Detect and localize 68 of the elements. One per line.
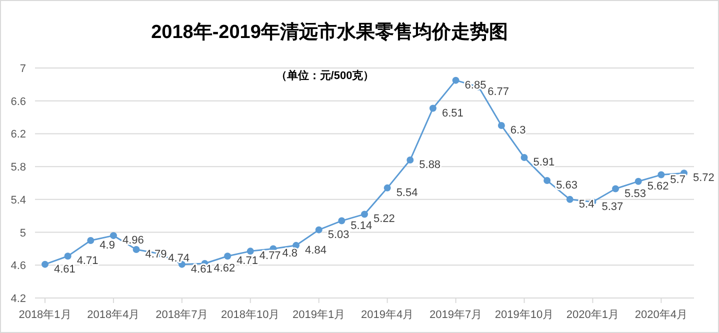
data-label: 5.37 xyxy=(602,200,624,213)
data-label: 5.22 xyxy=(374,213,395,226)
data-label: 4.77 xyxy=(259,250,281,262)
data-label: 5.03 xyxy=(328,228,350,241)
data-label: 4.61 xyxy=(54,263,76,276)
point xyxy=(544,177,551,184)
data-label: 6.77 xyxy=(488,86,510,98)
data-label: 5.63 xyxy=(556,180,578,192)
point xyxy=(612,185,620,192)
y-tick-label: 4.2 xyxy=(10,293,26,305)
point xyxy=(384,184,391,192)
point xyxy=(406,156,414,164)
point xyxy=(246,248,254,255)
x-tick-label: 2019年4月 xyxy=(361,309,414,321)
data-label: 5.62 xyxy=(647,180,669,192)
point xyxy=(338,217,346,224)
y-tick-label: 6.2 xyxy=(10,128,26,141)
y-tick-label: 4.6 xyxy=(10,260,26,272)
data-label: 6.51 xyxy=(442,107,464,120)
point xyxy=(87,237,94,244)
data-label: 4.84 xyxy=(305,244,326,256)
point xyxy=(224,252,232,260)
data-label: 4.71 xyxy=(76,255,98,268)
data-label: 4.74 xyxy=(168,252,190,265)
x-tick-label: 2020年4月 xyxy=(634,309,688,321)
y-tick-label: 6.6 xyxy=(10,96,26,108)
data-label: 5.91 xyxy=(533,156,555,169)
data-label: 5.4 xyxy=(578,198,594,210)
data-label: 5.53 xyxy=(624,188,646,200)
point xyxy=(429,104,436,112)
data-label: 5.88 xyxy=(419,159,441,171)
point xyxy=(498,122,505,129)
data-label: 4.61 xyxy=(190,263,212,276)
point xyxy=(42,260,48,268)
data-label: 6.3 xyxy=(510,124,526,136)
x-tick-label: 2018年4月 xyxy=(87,309,140,321)
point xyxy=(520,154,528,162)
x-tick-label: 2020年1月 xyxy=(566,309,620,321)
y-tick-label: 5.8 xyxy=(10,162,26,174)
point xyxy=(634,178,642,185)
chart-subtitle: （单位：元/500克） xyxy=(276,69,374,82)
y-tick-label: 5.4 xyxy=(10,194,26,206)
chart-title: 2018年-2019年清远市水果零售均价走势图 xyxy=(151,21,508,43)
point xyxy=(315,226,322,234)
data-label: 4.62 xyxy=(214,262,236,274)
point xyxy=(132,246,140,254)
data-label: 4.8 xyxy=(282,248,298,260)
data-label: 5.14 xyxy=(350,220,372,232)
point xyxy=(658,171,665,178)
data-label: 4.96 xyxy=(122,234,144,247)
x-tick-label: 2018年10月 xyxy=(221,309,280,321)
data-label: 5.72 xyxy=(693,172,714,184)
point xyxy=(361,210,368,218)
data-label: 4.9 xyxy=(100,240,115,252)
y-tick-label: 7 xyxy=(20,63,26,75)
point xyxy=(452,76,460,84)
x-tick-label: 2018年7月 xyxy=(156,309,208,321)
data-label: 5.54 xyxy=(396,186,418,199)
data-label: 4.71 xyxy=(236,255,258,268)
x-tick-label: 2019年1月 xyxy=(292,309,346,321)
point xyxy=(64,252,72,260)
data-label: 5.7 xyxy=(670,174,686,186)
point xyxy=(110,232,117,240)
y-tick-label: 5 xyxy=(20,227,26,240)
point xyxy=(566,196,574,203)
x-tick-label: 2018年1月 xyxy=(18,309,72,321)
x-tick-label: 2019年7月 xyxy=(429,309,482,321)
x-tick-label: 2019年10月 xyxy=(494,309,554,321)
